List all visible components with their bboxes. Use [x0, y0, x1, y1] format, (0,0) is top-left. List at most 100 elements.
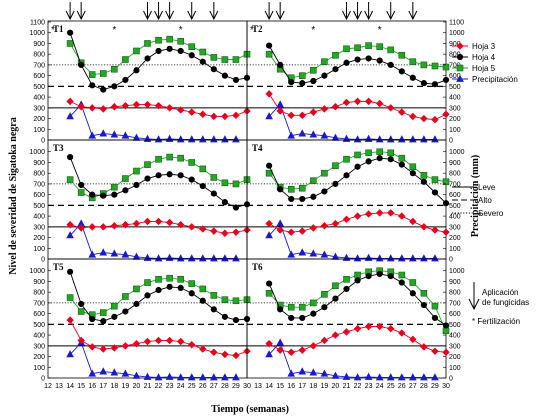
data-point — [198, 254, 207, 262]
y-tick-left: 500 — [33, 322, 45, 329]
series-hoja3 — [265, 209, 450, 236]
fungicide-arrow — [264, 2, 274, 21]
data-point — [299, 195, 306, 203]
x-tick: 29 — [232, 383, 240, 390]
data-point — [354, 56, 361, 63]
data-point — [221, 350, 229, 359]
y-tick-left: 600 — [33, 311, 45, 318]
x-tick: 15 — [276, 383, 284, 390]
data-point — [409, 279, 417, 286]
data-point — [431, 373, 439, 381]
x-tick: 15 — [77, 383, 85, 390]
fungicide-arrow — [386, 2, 396, 21]
data-point — [188, 341, 196, 349]
y-tick-left: 700 — [33, 181, 45, 188]
data-point — [144, 292, 151, 299]
data-point — [121, 250, 130, 258]
x-tick: 24 — [177, 383, 185, 390]
data-point — [375, 135, 384, 143]
data-point — [398, 329, 406, 337]
x-tick: 16 — [88, 383, 96, 390]
x-tick: 27 — [210, 383, 218, 390]
data-point — [210, 292, 218, 299]
data-point — [78, 181, 85, 189]
data-point — [298, 303, 306, 311]
data-point — [309, 130, 318, 138]
x-tick: 23 — [365, 383, 373, 390]
data-point — [88, 369, 97, 377]
data-point — [442, 110, 450, 118]
data-point — [276, 226, 284, 234]
data-point — [232, 254, 240, 262]
series-hoja4 — [67, 29, 251, 93]
data-point — [221, 72, 228, 79]
panel-t4: T4 — [246, 139, 450, 262]
panel-label: T2 — [252, 24, 263, 34]
y-tick-right: 900 — [449, 160, 461, 167]
y-tick-left: 800 — [33, 52, 45, 59]
data-point — [89, 82, 96, 89]
data-point — [309, 249, 318, 257]
arrow-legend-label: Aplicación — [482, 288, 518, 297]
data-point — [332, 295, 339, 302]
data-point — [332, 180, 339, 188]
data-point — [431, 347, 439, 355]
data-point — [265, 339, 273, 348]
data-point — [121, 369, 130, 377]
data-point — [177, 154, 184, 162]
data-point — [77, 308, 85, 315]
fungicide-arrow — [76, 2, 86, 21]
data-point — [298, 129, 307, 137]
data-point — [188, 159, 196, 166]
data-point — [100, 192, 107, 199]
data-point — [442, 348, 450, 356]
y-tick-left: 0 — [41, 257, 45, 264]
data-point — [177, 47, 184, 55]
data-point — [420, 178, 427, 185]
panel-frame — [47, 139, 248, 260]
data-point — [187, 373, 196, 381]
data-point — [420, 301, 427, 309]
data-point — [144, 175, 151, 182]
data-point — [154, 254, 163, 262]
data-point — [67, 29, 74, 36]
y-tick-left: 100 — [33, 127, 45, 134]
y-tick-left: 0 — [41, 376, 45, 383]
y-tick-left: 200 — [33, 235, 45, 242]
data-point — [298, 111, 306, 120]
data-point — [276, 107, 284, 115]
x-tick: 18 — [309, 383, 317, 390]
data-point — [276, 219, 285, 227]
data-point — [154, 373, 163, 381]
data-point — [343, 155, 350, 163]
data-point — [77, 189, 85, 196]
data-point — [154, 135, 163, 143]
data-point — [310, 177, 317, 184]
series-line — [69, 156, 248, 208]
fungicide-arrows-row — [65, 2, 418, 21]
panel-t1: T1* * * — [47, 20, 251, 143]
data-point — [398, 279, 405, 286]
data-point — [155, 47, 162, 55]
x-tick: 30 — [442, 383, 450, 390]
data-point — [353, 324, 362, 333]
y-tick-left: 1000 — [29, 149, 45, 156]
data-point — [398, 161, 405, 168]
data-point — [177, 172, 184, 179]
data-point — [420, 114, 428, 123]
y-tick-right: 500 — [449, 84, 461, 91]
data-point — [320, 369, 329, 377]
x-tick: 20 — [332, 383, 340, 390]
data-point — [365, 149, 372, 157]
y-tick-left: 800 — [33, 171, 45, 178]
data-point — [110, 103, 119, 111]
data-point — [188, 176, 195, 183]
fungicide-arrow — [154, 2, 164, 21]
data-point — [387, 46, 395, 54]
data-point — [320, 222, 329, 230]
y-tick-left: 700 — [33, 300, 45, 307]
data-point — [331, 331, 340, 339]
legend-label: Hoja 5 — [472, 64, 496, 73]
data-point — [110, 344, 119, 352]
data-point — [166, 153, 173, 161]
